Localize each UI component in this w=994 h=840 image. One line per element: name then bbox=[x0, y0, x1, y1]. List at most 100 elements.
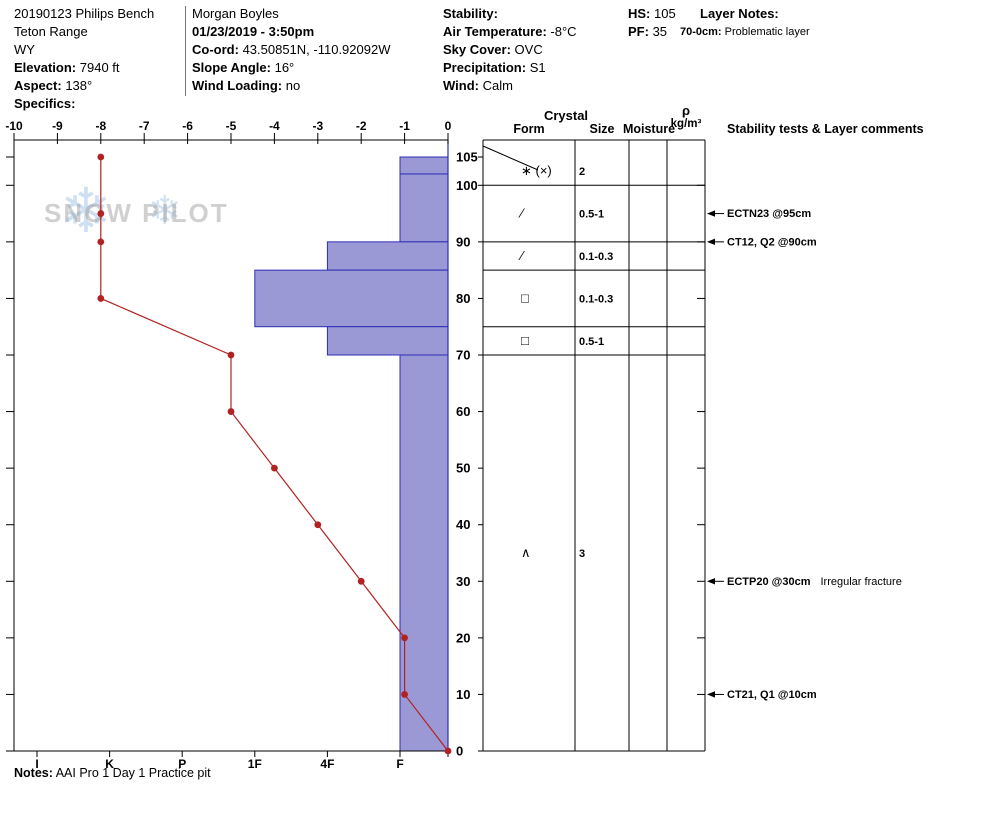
comment-arrowhead-icon bbox=[707, 210, 715, 217]
crystal-size-value: 3 bbox=[579, 548, 585, 560]
aspect-row: Aspect: 138° bbox=[14, 77, 154, 95]
temperature-point bbox=[271, 464, 278, 472]
temperature-point bbox=[97, 238, 105, 246]
aspect-label: Aspect: bbox=[14, 78, 62, 93]
crystal-form-symbol: ∧ bbox=[521, 545, 531, 560]
layer-notes-info: Layer Notes: 70-0cm: Problematic layer bbox=[680, 5, 810, 41]
crystal-form-symbol: ∗ (×) bbox=[521, 163, 552, 178]
temperature-point bbox=[97, 153, 105, 161]
temp-axis-label: -5 bbox=[226, 119, 237, 133]
temperature-profile-line bbox=[100, 157, 449, 752]
coord-row: Co-ord: 43.50851N, -110.92092W bbox=[192, 41, 390, 59]
surface-slope-line bbox=[482, 145, 539, 171]
temperature-point bbox=[314, 521, 322, 529]
totals-info: HS: 105 PF: 35 bbox=[628, 5, 676, 41]
moisture-column-header: Moisture bbox=[622, 122, 676, 136]
hardness-axis-label: 4F bbox=[320, 757, 334, 771]
slope-angle-value: 16° bbox=[274, 60, 295, 75]
depth-axis-label: 105 bbox=[456, 150, 478, 165]
form-column-header: Form bbox=[513, 122, 545, 136]
pf-row: PF: 35 bbox=[628, 23, 676, 41]
pit-datetime: 01/23/2019 - 3:50pm bbox=[192, 24, 315, 39]
header-divider bbox=[185, 6, 186, 96]
temp-axis-label: -7 bbox=[139, 119, 150, 133]
specifics-label: Specifics: bbox=[14, 96, 76, 111]
temperature-point bbox=[357, 577, 365, 585]
pit-notes: Notes: AAI Pro 1 Day 1 Practice pit bbox=[14, 766, 211, 780]
depth-axis-label: 10 bbox=[456, 687, 470, 702]
crystal-size-value: 0.5-1 bbox=[579, 209, 604, 221]
stability-test-comment: CT21, Q1 @10cm bbox=[727, 689, 817, 701]
depth-axis-label: 50 bbox=[456, 461, 470, 476]
density-header: ρ bbox=[681, 103, 691, 118]
air-temp-value: -8°C bbox=[550, 24, 577, 39]
temperature-point bbox=[97, 210, 105, 217]
notes-text: AAI Pro 1 Day 1 Practice pit bbox=[55, 766, 211, 780]
elevation-value: 7940 ft bbox=[79, 60, 120, 75]
comments-column-header: Stability tests & Layer comments bbox=[727, 122, 924, 136]
hs-value: 105 bbox=[654, 6, 676, 21]
depth-axis-label: 20 bbox=[456, 630, 470, 645]
precip-value: S1 bbox=[529, 60, 546, 75]
precip-row: Precipitation: S1 bbox=[443, 59, 577, 77]
coord-label: Co-ord: bbox=[192, 42, 239, 57]
hardness-axis-label: P bbox=[178, 757, 186, 771]
temperature-point bbox=[227, 351, 235, 359]
observer-name: Morgan Boyles bbox=[192, 6, 279, 21]
crystal-size-value: 0.1-0.3 bbox=[579, 251, 613, 263]
temperature-point bbox=[227, 408, 235, 415]
layer-note-depth: 70-0cm: bbox=[680, 26, 722, 38]
temp-axis-label: -3 bbox=[312, 119, 323, 133]
hardness-bar-102-90 bbox=[399, 173, 449, 243]
stability-label: Stability: bbox=[443, 6, 498, 21]
wind-label: Wind: bbox=[443, 78, 479, 93]
crystal-form-symbol: □ bbox=[521, 290, 529, 305]
aspect-value: 138° bbox=[65, 78, 93, 93]
temperature-point bbox=[444, 747, 452, 755]
depth-axis-label: 70 bbox=[456, 348, 470, 363]
hs-label: HS: bbox=[628, 6, 651, 21]
observer-info: Morgan Boyles 01/23/2019 - 3:50pm Co-ord… bbox=[192, 5, 390, 95]
depth-axis-label: 0 bbox=[456, 744, 463, 759]
hardness-bar-70-0 bbox=[399, 354, 449, 752]
hardness-bar-85-75 bbox=[254, 269, 449, 328]
crystal-size-value: 0.5-1 bbox=[579, 336, 604, 348]
air-temp-label: Air Temperature: bbox=[443, 24, 547, 39]
site-info: 20190123 Philips Bench Teton Range WY El… bbox=[14, 5, 154, 113]
mountain-range: Teton Range bbox=[14, 24, 88, 39]
stability-test-comment: ECTP20 @30cm Irregular fracture bbox=[727, 576, 902, 588]
sky-cover-row: Sky Cover: OVC bbox=[443, 41, 577, 59]
elevation-label: Elevation: bbox=[14, 60, 77, 75]
comment-arrowhead-icon bbox=[707, 691, 715, 698]
wind-loading-label: Wind Loading: bbox=[192, 78, 283, 93]
wind-loading-value: no bbox=[285, 78, 301, 93]
density-units-header: kg/m³ bbox=[670, 118, 702, 130]
comment-arrowhead-icon bbox=[707, 238, 715, 246]
depth-axis-label: 80 bbox=[456, 291, 470, 306]
hs-row: HS: 105 bbox=[628, 5, 676, 23]
layer-note-row: 70-0cm: Problematic layer bbox=[680, 23, 810, 41]
stability-test-comment: CT12, Q2 @90cm bbox=[727, 236, 817, 248]
hardness-bar-105-102 bbox=[399, 156, 449, 175]
depth-axis-label: 30 bbox=[456, 574, 470, 589]
temp-axis-label: -2 bbox=[356, 119, 367, 133]
pf-label: PF: bbox=[628, 24, 649, 39]
temperature-point bbox=[401, 634, 408, 642]
crystal-header: Crystal bbox=[543, 108, 589, 123]
crystal-form-symbol: □ bbox=[521, 333, 529, 348]
temp-axis-label: -6 bbox=[182, 119, 193, 133]
crystal-size-value: 0.1-0.3 bbox=[579, 293, 613, 305]
sky-cover-value: OVC bbox=[514, 42, 543, 57]
size-column-header: Size bbox=[589, 122, 615, 136]
sky-cover-label: Sky Cover: bbox=[443, 42, 511, 57]
pf-value: 35 bbox=[652, 24, 668, 39]
layer-note-text: Problematic layer bbox=[724, 26, 810, 38]
specifics-row: Specifics: bbox=[14, 95, 154, 113]
wind-value: Calm bbox=[482, 78, 513, 93]
hardness-axis-label: F bbox=[396, 757, 403, 771]
precip-label: Precipitation: bbox=[443, 60, 527, 75]
layer-notes-title: Layer Notes: bbox=[700, 6, 779, 21]
comment-arrowhead-icon bbox=[707, 578, 715, 585]
elevation-row: Elevation: 7940 ft bbox=[14, 59, 154, 77]
